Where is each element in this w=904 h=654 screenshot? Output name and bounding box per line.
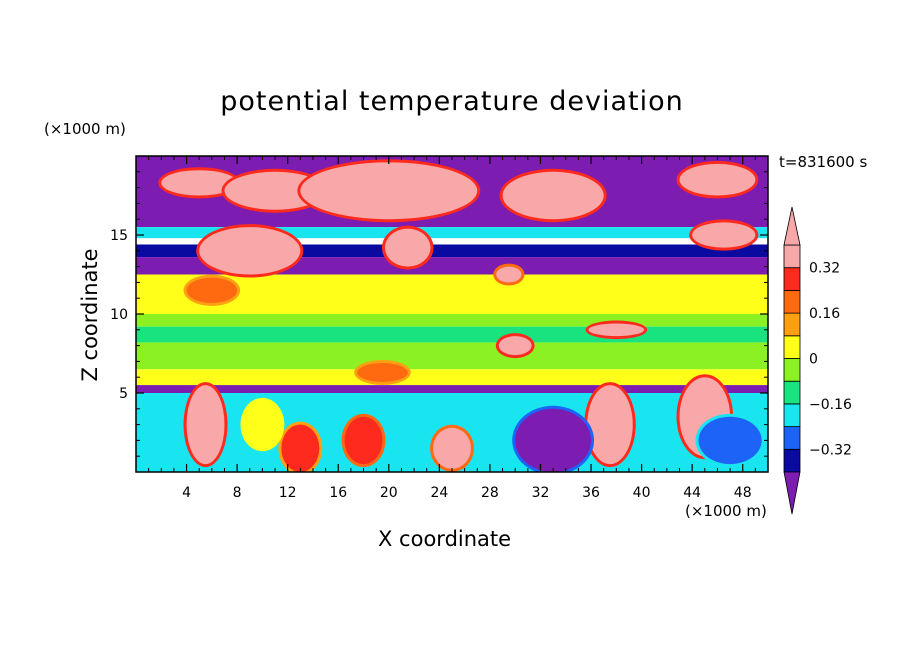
x-axis-unit: (×1000 m) [685, 502, 767, 520]
colorbar-label: 0.32 [809, 261, 840, 277]
chart-title: potential temperature deviation [220, 86, 684, 117]
x-tick-label: 36 [582, 485, 600, 501]
colorbar-label: −0.32 [809, 442, 852, 458]
y-axis: 5 10 15 [110, 171, 768, 457]
colorbar: 0.32 0.16 0 −0.16 −0.32 [783, 206, 852, 515]
x-tick-label: 20 [380, 485, 398, 501]
field-blob-17 [433, 427, 471, 469]
x-tick-label: 48 [734, 485, 752, 501]
field-blob-12 [588, 323, 645, 337]
field-blob-11 [498, 336, 532, 356]
colorbar-segment [783, 289, 801, 314]
x-tick-label: 16 [329, 485, 347, 501]
field-blob-14 [587, 385, 633, 465]
x-tick-label: 12 [279, 485, 297, 501]
time-label: t=831600 s [779, 153, 868, 171]
colorbar-segment [783, 335, 801, 359]
colorbar-label: 0.16 [809, 306, 840, 322]
field-blob-18 [281, 424, 320, 472]
field-blob-16 [344, 416, 383, 465]
contour-field [136, 156, 768, 472]
colorbar-segment [783, 267, 801, 291]
x-tick-label: 24 [430, 485, 448, 501]
field-blob-3 [502, 171, 604, 220]
x-tick-label: 28 [481, 485, 499, 501]
field-blob-2 [300, 162, 478, 220]
colorbar-bottom-arrow [783, 471, 801, 515]
field-blob-10 [357, 362, 408, 382]
colorbar-segment [783, 312, 801, 337]
y-tick-label: 10 [110, 307, 128, 323]
field-band-10 [136, 385, 768, 393]
colorbar-segment [783, 403, 801, 427]
field-band-6 [136, 314, 768, 327]
field-band-2 [136, 227, 768, 239]
field-blob-5 [199, 227, 301, 275]
y-tick-label: 15 [110, 228, 128, 244]
field-blob-1 [224, 171, 326, 210]
field-blob-0 [161, 170, 238, 196]
field-band-9 [136, 369, 768, 386]
field-blob-4 [679, 163, 756, 196]
colorbar-segment [783, 358, 801, 382]
x-tick-label: 44 [683, 485, 701, 501]
x-tick-label: 8 [233, 485, 242, 501]
field-band-8 [136, 342, 768, 370]
field-blob-9 [186, 277, 238, 303]
field-band-5 [136, 274, 768, 314]
colorbar-segment [783, 380, 801, 405]
field-blob-6 [385, 228, 431, 267]
field-blob-20 [698, 416, 762, 465]
colorbar-label: 0 [809, 352, 818, 368]
field-band-7 [136, 326, 768, 343]
field-blob-8 [496, 266, 522, 283]
field-blob-13 [186, 385, 225, 465]
colorbar-top-arrow [783, 206, 801, 246]
field-blob-7 [692, 222, 756, 248]
colorbar-segment [783, 426, 801, 450]
y-axis-unit: (×1000 m) [44, 120, 126, 138]
field-blob-21 [243, 400, 282, 449]
x-tick-label: 40 [633, 485, 651, 501]
y-tick-label: 5 [119, 386, 128, 402]
colorbar-segment [783, 448, 801, 473]
colorbar-label: −0.16 [809, 397, 852, 413]
x-axis-title: X coordinate [378, 527, 512, 551]
x-tick-label: 4 [182, 485, 191, 501]
x-axis: 4 8 12 16 20 24 28 32 36 40 44 48 [148, 156, 756, 501]
x-tick-label: 32 [532, 485, 550, 501]
colorbar-segment [783, 244, 801, 269]
field-blob-19 [515, 408, 592, 472]
